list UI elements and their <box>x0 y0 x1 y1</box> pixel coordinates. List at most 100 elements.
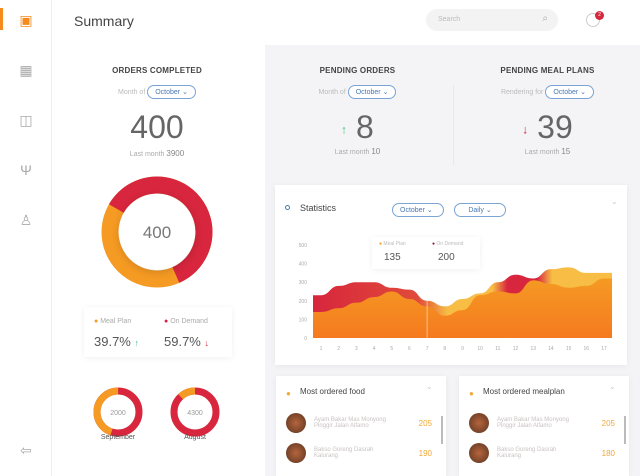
scrollbar[interactable] <box>624 416 626 444</box>
x-tick-label: 8 <box>443 346 446 352</box>
meal-plan-value: 39.7% <box>94 334 131 349</box>
notification-badge: 2 <box>595 11 604 20</box>
orders-completed-value: 400 <box>130 109 184 145</box>
food-thumbnail <box>286 443 306 463</box>
most-ordered-mealplan-card: ● Most ordered mealplan ⌄ Ayam Bakar Mas… <box>459 376 629 476</box>
search-placeholder: Search <box>438 16 461 23</box>
list-item[interactable]: Bakso Goreng Dasrah Kalurang 190 <box>276 438 446 468</box>
list-item[interactable]: Ayam Bakar Mas Monyong Pinggir Jalan Alf… <box>276 408 446 438</box>
mealplan-dot-icon: ● <box>469 389 474 398</box>
tooltip-on-demand-label: On Demand <box>436 241 464 247</box>
header: Summary Search ⌕ 2 <box>52 0 640 45</box>
chevron-down-icon[interactable]: ⌄ <box>611 197 618 206</box>
x-tick-label: 7 <box>426 346 429 352</box>
y-tick-label: 400 <box>299 262 308 268</box>
month-dropdown[interactable]: October ⌄ <box>147 85 196 99</box>
august-label: August <box>184 434 206 441</box>
orders-completed-panel: ORDERS COMPLETED Month of October ⌄ 400 … <box>52 45 265 476</box>
month-value: October <box>155 89 181 96</box>
pending-orders-value: 8 <box>356 109 374 145</box>
arrow-up-icon: ↑ <box>341 122 348 137</box>
x-tick-label: 9 <box>461 346 464 352</box>
logout-icon[interactable]: ⇦ <box>20 442 32 458</box>
period-value: Daily <box>468 207 484 214</box>
monthly-donuts: 2000 4300 <box>93 387 220 437</box>
list-item[interactable]: Bakso Goreng Dasrah Kalurang 180 <box>459 438 629 468</box>
month-value: October <box>553 89 579 96</box>
most-ordered-food-card: ● Most ordered food ⌄ Ayam Bakar Mas Mon… <box>276 376 446 476</box>
split-card: ● Meal Plan ● On Demand 39.7% ↑ 59.7% ↓ <box>84 307 232 357</box>
mealplan-name: Bakso Goreng Dasrah Kalurang <box>497 447 557 459</box>
page-title: Summary <box>74 13 134 29</box>
x-tick-label: 13 <box>530 346 536 352</box>
menu-icon[interactable]: Ψ <box>20 162 32 178</box>
x-tick-label: 14 <box>548 346 554 352</box>
x-tick-label: 15 <box>566 346 572 352</box>
august-value: 4300 <box>187 410 203 417</box>
mealplan-thumbnail <box>469 413 489 433</box>
statistics-dot-icon <box>285 205 290 210</box>
august-donut: 4300 <box>170 387 220 437</box>
chevron-down-icon[interactable]: ⌄ <box>609 382 616 391</box>
x-tick-label: 10 <box>477 346 483 352</box>
donut-center-value: 400 <box>143 223 171 242</box>
tooltip-meal-plan-value: 135 <box>384 252 401 263</box>
on-demand-label: On Demand <box>170 318 208 325</box>
pending-meal-plans-title: PENDING MEAL PLANS <box>500 66 595 75</box>
on-demand-value: 59.7% <box>164 334 201 349</box>
x-tick-label: 4 <box>373 346 376 352</box>
last-month-label: Last month <box>129 151 165 158</box>
orders-completed-title: ORDERS COMPLETED <box>112 66 202 75</box>
month-dropdown[interactable]: October ⌄ <box>545 85 595 99</box>
search-icon[interactable]: ⌕ <box>542 13 548 24</box>
most-ordered-mealplan-title: Most ordered mealplan <box>483 387 565 396</box>
stats-period-dropdown[interactable]: Daily ⌄ <box>454 203 506 217</box>
notification-icon[interactable] <box>586 13 600 27</box>
active-indicator <box>0 8 3 30</box>
mealplan-name: Ayam Bakar Mas Monyong Pinggir Jalan Alf… <box>497 417 569 429</box>
chevron-down-icon[interactable]: ⌄ <box>426 382 433 391</box>
scrollbar[interactable] <box>441 416 443 444</box>
month-value: October <box>400 207 425 214</box>
x-tick-label: 17 <box>601 346 607 352</box>
search-input[interactable]: Search ⌕ <box>426 9 558 31</box>
on-demand-dot: ● <box>164 318 169 325</box>
september-value: 2000 <box>110 410 126 417</box>
pending-meal-plans-value: 39 <box>537 109 573 145</box>
orders-donut: 400 <box>101 176 213 288</box>
tooltip-meal-plan-label: Meal Plan <box>383 241 406 247</box>
month-value: October <box>355 89 381 96</box>
calendar-icon[interactable]: ▦ <box>19 62 33 78</box>
stats-month-dropdown[interactable]: October ⌄ <box>392 203 444 217</box>
statistics-title: Statistics <box>300 203 337 213</box>
x-tick-label: 12 <box>513 346 519 352</box>
x-tick-label: 2 <box>337 346 340 352</box>
arrow-up-icon: ↑ <box>134 338 140 348</box>
x-tick-label: 11 <box>495 346 500 352</box>
food-count: 205 <box>418 418 432 428</box>
divider <box>453 85 454 165</box>
reports-icon[interactable]: ◫ <box>19 112 33 128</box>
pending-orders-title: PENDING ORDERS <box>319 66 396 75</box>
last-month-label: Last month <box>334 149 370 156</box>
month-dropdown[interactable]: October ⌄ <box>347 85 397 99</box>
mealplan-count: 180 <box>601 448 615 458</box>
last-month-value: 3900 <box>166 149 185 158</box>
series-meal-plan-area <box>313 278 612 338</box>
meal-plan-label: Meal Plan <box>100 318 132 325</box>
y-tick-label: 300 <box>299 280 308 286</box>
dashboard-icon[interactable]: ▣ <box>19 12 33 28</box>
y-tick-label: 100 <box>299 317 308 323</box>
list-item[interactable]: Ayam Bakar Mas Monyong Pinggir Jalan Alf… <box>459 408 629 438</box>
user-icon[interactable]: ♙ <box>19 212 33 228</box>
y-tick-label: 200 <box>299 299 308 305</box>
food-count: 190 <box>418 448 432 458</box>
food-name: Ayam Bakar Mas Monyong Pinggir Jalan Alf… <box>314 417 386 429</box>
arrow-down-icon: ↓ <box>522 122 529 137</box>
september-donut: 2000 <box>93 387 143 437</box>
chart-tooltip: ● Meal Plan ● On Demand 135 200 <box>372 237 480 269</box>
most-ordered-food-title: Most ordered food <box>300 387 365 396</box>
statistics-card: Statistics October ⌄ Daily ⌄ ⌄ 0 100 200 30… <box>275 185 627 365</box>
x-tick-label: 5 <box>390 346 393 352</box>
